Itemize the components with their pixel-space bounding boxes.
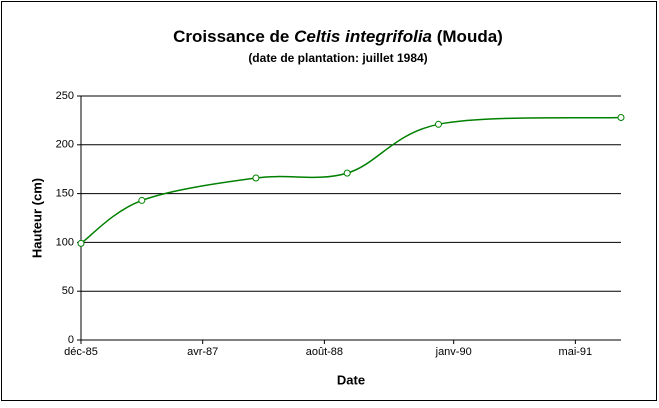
marker (343, 169, 351, 177)
title-part: (Mouda) (432, 27, 503, 46)
x-axis-label: Date (337, 372, 365, 387)
y-tick-label: 100 (56, 236, 74, 248)
chart-title: Croissance de Celtis integrifolia (Mouda… (173, 27, 503, 46)
marker (252, 174, 260, 182)
y-tick-label: 150 (56, 188, 74, 200)
marker (617, 113, 625, 121)
y-tick-label: 200 (56, 139, 74, 151)
chart-subtitle: (date de plantation: juillet 1984) (248, 51, 427, 65)
y-axis-label: Hauteur (cm) (29, 178, 44, 258)
x-tick-label: déc-85 (64, 346, 98, 358)
title-part: Croissance de (173, 27, 294, 46)
y-tick-label: 50 (62, 285, 74, 297)
chart-border (1, 1, 657, 401)
title-part: Celtis integrifolia (294, 27, 432, 46)
x-tick-label: mai-91 (559, 346, 593, 358)
marker (77, 239, 85, 247)
y-tick-label: 0 (68, 334, 74, 346)
x-tick-label: janv-90 (435, 346, 472, 358)
marker (138, 196, 146, 204)
marker (434, 120, 442, 128)
x-tick-label: avr-87 (187, 346, 218, 358)
y-tick-label: 250 (56, 90, 74, 102)
x-tick-label: août-88 (306, 346, 343, 358)
